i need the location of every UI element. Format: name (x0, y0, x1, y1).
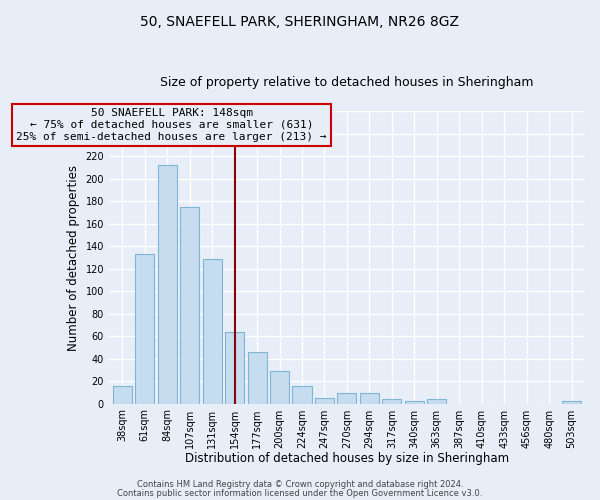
Bar (360, 394, 379, 404)
Bar (405, 402, 424, 404)
Bar (203, 258, 221, 404)
Y-axis label: Number of detached properties: Number of detached properties (67, 164, 80, 350)
Bar (135, 254, 154, 404)
X-axis label: Distribution of detached houses by size in Sheringham: Distribution of detached houses by size … (185, 452, 509, 465)
Bar (225, 332, 244, 404)
Text: Contains public sector information licensed under the Open Government Licence v3: Contains public sector information licen… (118, 488, 482, 498)
Bar (248, 352, 266, 404)
Bar (180, 207, 199, 404)
Text: 50 SNAEFELL PARK: 148sqm
← 75% of detached houses are smaller (631)
25% of semi-: 50 SNAEFELL PARK: 148sqm ← 75% of detach… (16, 108, 327, 142)
Text: Contains HM Land Registry data © Crown copyright and database right 2024.: Contains HM Land Registry data © Crown c… (137, 480, 463, 489)
Text: 50, SNAEFELL PARK, SHERINGHAM, NR26 8GZ: 50, SNAEFELL PARK, SHERINGHAM, NR26 8GZ (140, 15, 460, 29)
Bar (315, 398, 334, 404)
Bar (427, 399, 446, 404)
Bar (382, 399, 401, 404)
Bar (562, 402, 581, 404)
Bar (158, 166, 177, 404)
Title: Size of property relative to detached houses in Sheringham: Size of property relative to detached ho… (160, 76, 533, 90)
Bar (270, 371, 289, 404)
Bar (113, 386, 132, 404)
Bar (337, 394, 356, 404)
Bar (292, 386, 311, 404)
